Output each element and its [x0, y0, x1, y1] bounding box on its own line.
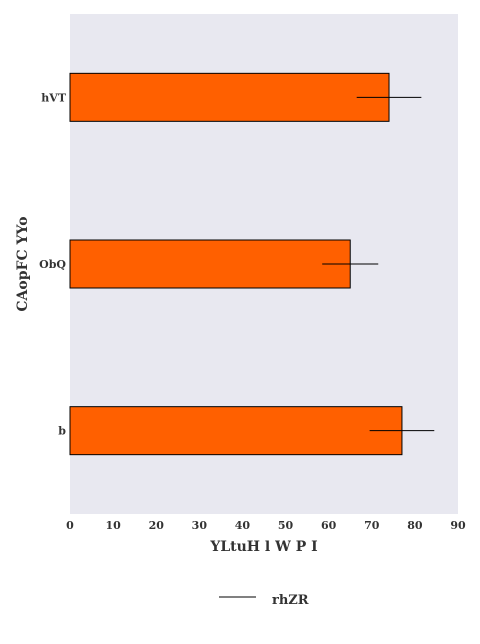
x-tick-labels: 0 10 20 30 40 50 60 70 80 90 [66, 519, 466, 532]
x-tick-label: 10 [105, 519, 121, 532]
x-tick-label: 60 [321, 519, 337, 532]
y-axis-title: CAopFC YYo [15, 216, 31, 311]
x-tick-label: 80 [407, 519, 423, 532]
x-tick-label: 50 [278, 519, 294, 532]
error-bars-group [322, 96, 435, 432]
y-tick-label: b [58, 425, 66, 438]
x-tick-label: 30 [192, 519, 208, 532]
x-axis-title: YLtuH l W P I [209, 539, 317, 555]
bar-hVT [69, 72, 390, 122]
x-tick-label: 20 [149, 519, 165, 532]
x-tick-label: 0 [66, 519, 74, 532]
y-tick-label: ObQ [39, 258, 66, 271]
x-tick-label: 90 [450, 519, 466, 532]
bars-group [69, 72, 403, 456]
x-tick-label: 40 [235, 519, 251, 532]
legend-label: rhZR [272, 593, 309, 608]
bar-b [69, 406, 403, 456]
x-tick-label: 70 [364, 519, 380, 532]
y-tick-label: hVT [41, 91, 67, 104]
bar-ObQ [69, 239, 351, 289]
y-tick-labels: hVT ObQ b [39, 91, 67, 437]
legend: rhZR [219, 593, 309, 608]
